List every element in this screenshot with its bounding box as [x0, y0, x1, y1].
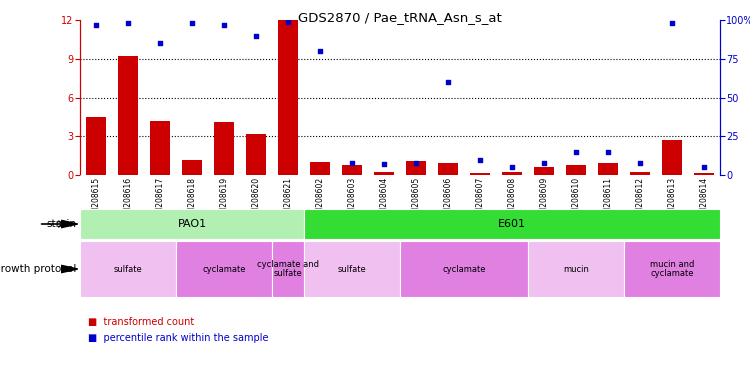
Bar [374, 172, 394, 175]
Text: GSM208611: GSM208611 [604, 177, 613, 223]
Bar [86, 117, 106, 175]
Text: GSM208621: GSM208621 [284, 177, 292, 223]
Text: GSM208607: GSM208607 [476, 177, 484, 223]
Point [634, 159, 646, 166]
Text: GSM208608: GSM208608 [508, 177, 517, 223]
FancyBboxPatch shape [528, 241, 624, 297]
Text: sulfate: sulfate [114, 265, 142, 273]
Text: GSM208616: GSM208616 [124, 177, 133, 223]
Polygon shape [62, 220, 78, 228]
Text: mucin and
cyclamate: mucin and cyclamate [650, 260, 694, 278]
Point [538, 159, 550, 166]
Text: GSM208620: GSM208620 [251, 177, 260, 223]
Text: PAO1: PAO1 [178, 219, 206, 229]
Text: GSM208609: GSM208609 [539, 177, 548, 223]
Bar [503, 172, 521, 175]
Text: GSM208613: GSM208613 [668, 177, 676, 223]
FancyBboxPatch shape [400, 241, 528, 297]
Point [410, 159, 422, 166]
Text: cyclamate: cyclamate [442, 265, 486, 273]
Point [314, 48, 326, 54]
Point [602, 149, 614, 155]
Text: sulfate: sulfate [338, 265, 366, 273]
Bar [343, 165, 362, 175]
Bar [310, 162, 329, 175]
Text: cyclamate: cyclamate [202, 265, 246, 273]
Text: GSM208605: GSM208605 [412, 177, 421, 223]
Text: GSM208612: GSM208612 [635, 177, 644, 223]
Bar [598, 163, 617, 175]
Text: GSM208617: GSM208617 [155, 177, 164, 223]
Text: ■  transformed count: ■ transformed count [88, 317, 194, 327]
Point [90, 22, 102, 28]
Bar [662, 140, 682, 175]
Point [282, 18, 294, 25]
FancyBboxPatch shape [304, 209, 720, 239]
Point [378, 161, 390, 167]
Bar [566, 165, 586, 175]
Point [506, 164, 518, 170]
Bar [535, 167, 554, 175]
Text: E601: E601 [498, 219, 526, 229]
Polygon shape [62, 265, 78, 273]
Text: GSM208614: GSM208614 [700, 177, 709, 223]
Point [218, 22, 230, 28]
Bar [118, 56, 137, 175]
Text: strain: strain [46, 219, 76, 229]
Text: GSM208619: GSM208619 [220, 177, 229, 223]
Bar [182, 159, 202, 175]
Bar [278, 20, 298, 175]
Point [570, 149, 582, 155]
Text: growth protocol: growth protocol [0, 264, 76, 274]
Point [250, 32, 262, 38]
Text: GSM208610: GSM208610 [572, 177, 580, 223]
Point [154, 40, 166, 46]
Text: GSM208604: GSM208604 [380, 177, 388, 223]
Point [122, 20, 134, 26]
Bar [470, 173, 490, 175]
Bar [214, 122, 233, 175]
Bar [439, 163, 458, 175]
Point [346, 159, 358, 166]
Bar [151, 121, 170, 175]
Point [698, 164, 710, 170]
Text: GDS2870 / Pae_tRNA_Asn_s_at: GDS2870 / Pae_tRNA_Asn_s_at [298, 12, 502, 25]
FancyBboxPatch shape [80, 241, 176, 297]
Text: ■  percentile rank within the sample: ■ percentile rank within the sample [88, 333, 268, 343]
FancyBboxPatch shape [624, 241, 720, 297]
FancyBboxPatch shape [272, 241, 304, 297]
FancyBboxPatch shape [80, 209, 304, 239]
Text: mucin: mucin [563, 265, 589, 273]
Bar [631, 172, 650, 175]
Bar [694, 173, 713, 175]
Point [474, 156, 486, 162]
FancyBboxPatch shape [304, 241, 400, 297]
Bar [247, 134, 266, 175]
Text: GSM208606: GSM208606 [443, 177, 452, 223]
Point [186, 20, 198, 26]
Text: GSM208615: GSM208615 [92, 177, 100, 223]
FancyBboxPatch shape [176, 241, 272, 297]
Text: GSM208602: GSM208602 [316, 177, 325, 223]
Text: cyclamate and
sulfate: cyclamate and sulfate [257, 260, 319, 278]
Bar [406, 161, 425, 175]
Point [666, 20, 678, 26]
Text: GSM208618: GSM208618 [188, 177, 196, 223]
Point [442, 79, 454, 85]
Text: GSM208603: GSM208603 [347, 177, 356, 223]
